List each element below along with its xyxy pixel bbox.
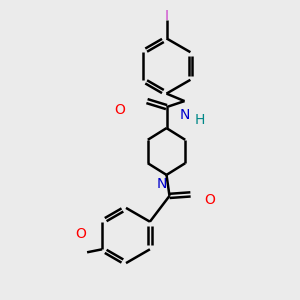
- Text: O: O: [75, 227, 86, 241]
- Text: O: O: [114, 103, 125, 117]
- Text: N: N: [180, 108, 190, 122]
- Text: methoxy: methoxy: [0, 299, 1, 300]
- Text: I: I: [164, 9, 169, 22]
- Text: N: N: [157, 177, 167, 190]
- Text: O: O: [205, 193, 215, 206]
- Text: H: H: [195, 113, 205, 127]
